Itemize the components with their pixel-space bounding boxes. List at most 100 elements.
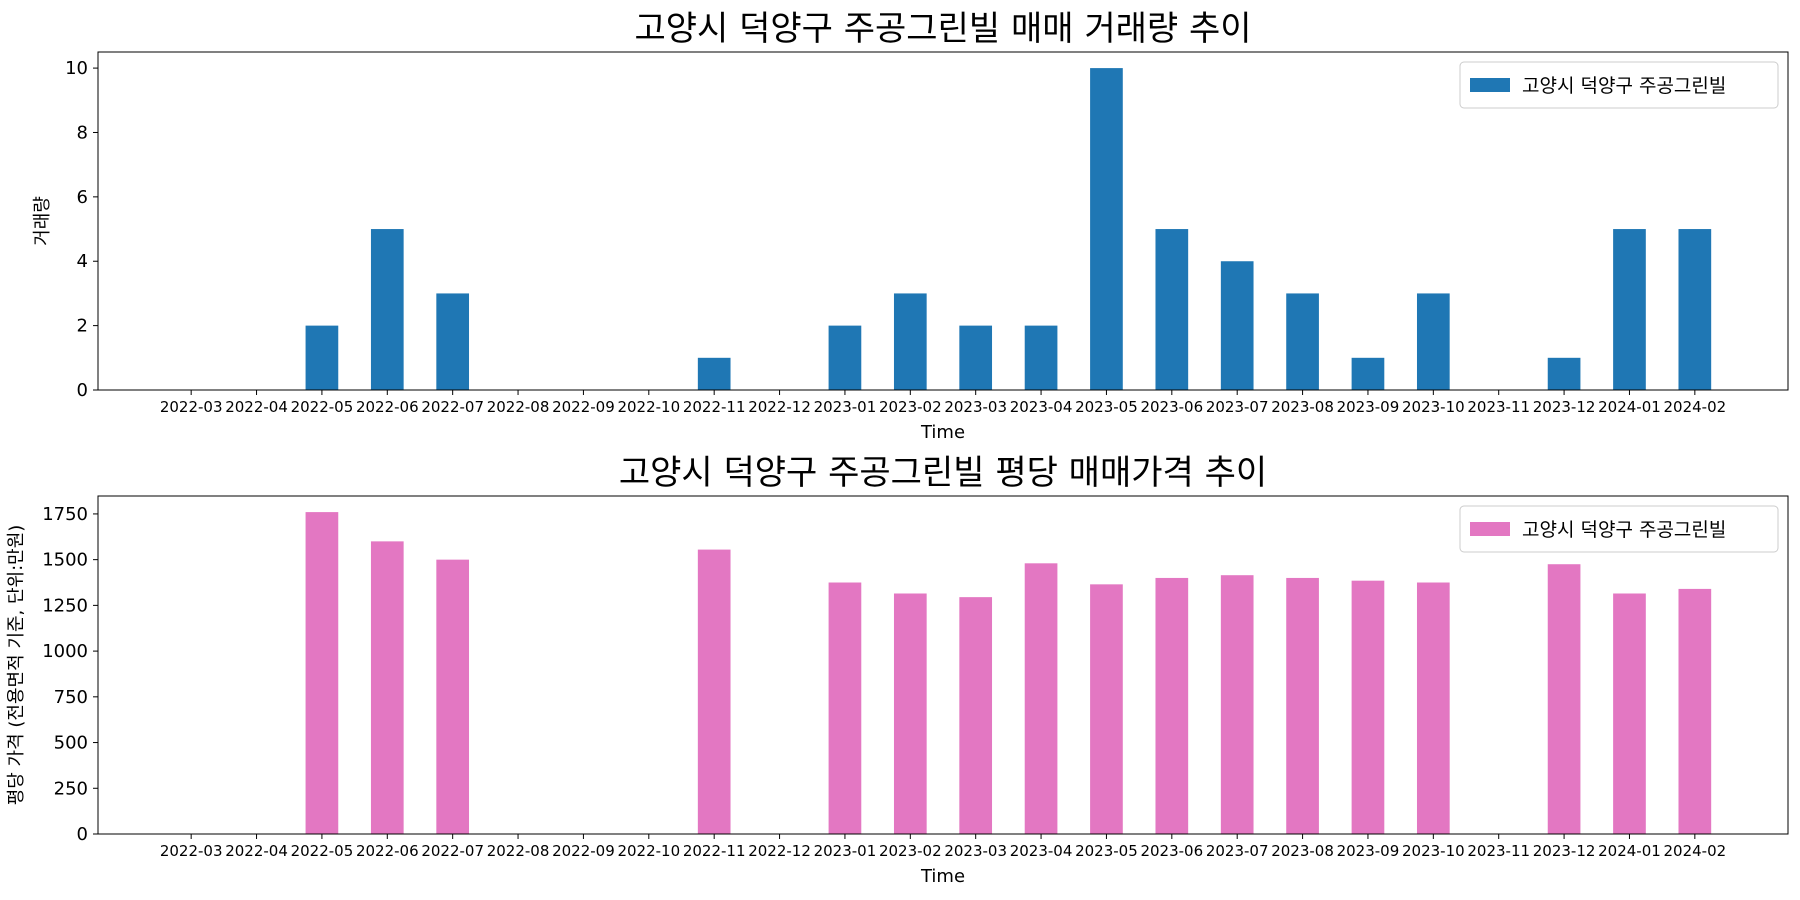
x-tick-label: 2022-08 (487, 398, 550, 416)
bar-2023-10 (1416, 293, 1450, 390)
bar-2022-06 (370, 541, 404, 834)
bar-2023-08 (1286, 577, 1319, 834)
x-tick-label: 2023-03 (944, 842, 1007, 860)
legend-box (1459, 61, 1779, 109)
y-tick-label: 1750 (42, 504, 88, 525)
legend: 고양시 덕양구 주공그린빌 (1459, 61, 1779, 109)
x-tick-label: 2022-05 (291, 842, 354, 860)
x-tick-label: 2024-02 (1663, 842, 1726, 860)
bar-2024-02 (1678, 229, 1712, 390)
x-tick-label: 2023-11 (1467, 398, 1530, 416)
y-tick-label: 750 (54, 687, 88, 708)
x-tick-label: 2024-02 (1663, 398, 1726, 416)
bar-2022-06 (370, 229, 404, 390)
x-tick-label: 2023-12 (1533, 842, 1596, 860)
y-tick-label: 1000 (42, 641, 88, 662)
legend-swatch (1470, 78, 1510, 92)
y-tick-label: 1500 (42, 550, 88, 571)
bar-2023-05 (1090, 584, 1123, 834)
y-tick-label: 500 (54, 733, 88, 754)
x-tick-label: 2023-12 (1533, 398, 1596, 416)
x-tick-label: 2022-04 (225, 842, 288, 860)
x-tick-label: 2023-09 (1337, 398, 1400, 416)
bar-2023-05 (1090, 68, 1123, 390)
bar-2023-07 (1220, 575, 1254, 834)
x-tick-label: 2023-01 (814, 398, 877, 416)
x-tick-label: 2023-05 (1075, 398, 1138, 416)
bar-2023-01 (828, 325, 862, 390)
x-tick-label: 2023-09 (1337, 842, 1400, 860)
x-tick-label: 2023-04 (1010, 842, 1073, 860)
y-tick-label: 4 (77, 251, 88, 272)
x-tick-label: 2022-11 (683, 842, 746, 860)
bar-2024-01 (1613, 229, 1646, 390)
legend-box (1459, 505, 1779, 553)
x-tick-label: 2023-11 (1467, 842, 1530, 860)
y-tick-label: 10 (65, 58, 88, 79)
bar-2023-02 (893, 593, 927, 834)
y-tick-label: 2 (77, 316, 88, 337)
x-tick-label: 2022-07 (421, 842, 484, 860)
x-tick-label: 2023-04 (1010, 398, 1073, 416)
x-tick-label: 2023-03 (944, 398, 1007, 416)
x-tick-label: 2023-08 (1271, 398, 1334, 416)
bar-2022-11 (697, 357, 731, 390)
x-tick-label: 2022-10 (617, 842, 680, 860)
x-tick-label: 2023-10 (1402, 398, 1465, 416)
bar-2022-07 (436, 559, 470, 834)
bar-2023-03 (959, 597, 993, 834)
x-tick-label: 2022-03 (160, 842, 223, 860)
x-tick-label: 2022-09 (552, 842, 615, 860)
bar-2023-08 (1286, 293, 1319, 390)
bar-2023-09 (1351, 357, 1385, 390)
bar-2023-04 (1024, 563, 1058, 834)
x-tick-label: 2023-01 (814, 842, 877, 860)
plot-frame (97, 495, 1789, 835)
x-tick-label: 2022-10 (617, 398, 680, 416)
bar-2023-03 (959, 325, 993, 390)
x-tick-label: 2024-01 (1598, 398, 1661, 416)
x-tick-label: 2024-01 (1598, 842, 1661, 860)
x-tick-label: 2022-03 (160, 398, 223, 416)
x-axis-label: Time (920, 422, 965, 443)
y-tick-label: 1250 (42, 595, 88, 616)
x-tick-label: 2022-12 (748, 842, 811, 860)
x-tick-label: 2023-06 (1140, 398, 1203, 416)
bar-2023-06 (1155, 229, 1189, 390)
x-tick-label: 2022-06 (356, 842, 419, 860)
x-axis-label: Time (920, 866, 965, 887)
x-tick-label: 2022-05 (291, 398, 354, 416)
bar-2023-04 (1024, 325, 1058, 390)
legend-label: 고양시 덕양구 주공그린빌 (1522, 75, 1726, 97)
bar-2022-05 (305, 325, 339, 390)
x-tick-label: 2023-02 (879, 398, 942, 416)
chart-title: 고양시 덕양구 주공그린빌 평당 매매가격 추이 (619, 453, 1267, 493)
legend-label: 고양시 덕양구 주공그린빌 (1522, 519, 1726, 541)
bar-2023-06 (1155, 577, 1189, 834)
y-axis-label: 평당 가격 (전용면적 기준, 단위:만원) (6, 525, 27, 806)
bar-2023-09 (1351, 580, 1385, 834)
x-tick-label: 2023-07 (1206, 398, 1269, 416)
x-tick-label: 2023-06 (1140, 842, 1203, 860)
bar-2023-10 (1416, 582, 1450, 834)
x-tick-label: 2022-07 (421, 398, 484, 416)
plot-frame (97, 51, 1789, 391)
x-tick-label: 2022-06 (356, 398, 419, 416)
x-tick-label: 2022-12 (748, 398, 811, 416)
y-tick-label: 250 (54, 778, 88, 799)
y-axis-label: 거래량 (32, 196, 53, 246)
x-tick-label: 2022-09 (552, 398, 615, 416)
bar-2023-07 (1220, 261, 1254, 390)
x-tick-label: 2022-11 (683, 398, 746, 416)
legend-swatch (1470, 522, 1510, 536)
bar-2023-12 (1547, 564, 1581, 834)
chart-title: 고양시 덕양구 주공그린빌 매매 거래량 추이 (634, 9, 1251, 49)
x-tick-label: 2022-08 (487, 842, 550, 860)
y-tick-label: 6 (77, 187, 88, 208)
x-tick-label: 2023-05 (1075, 842, 1138, 860)
bar-2024-02 (1678, 588, 1712, 834)
y-tick-label: 8 (77, 122, 88, 143)
